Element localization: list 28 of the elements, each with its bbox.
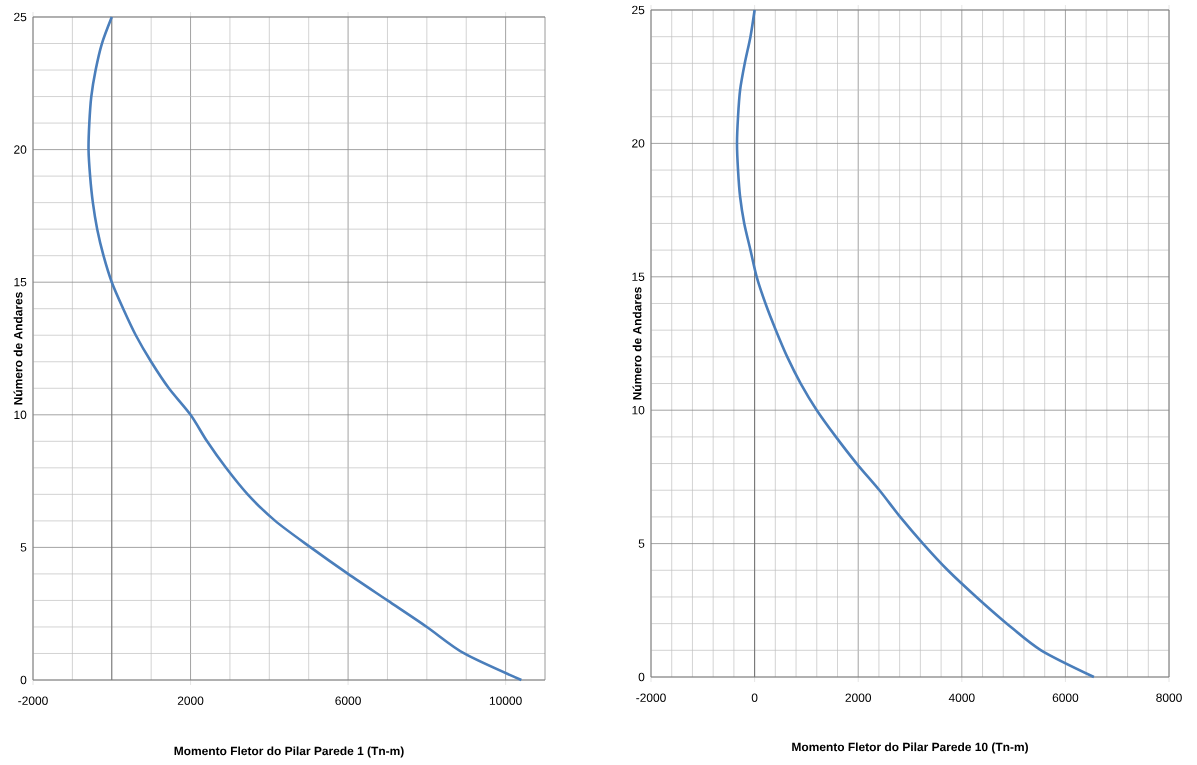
y-tick-label: 10	[632, 405, 645, 415]
x-axis-title: Momento Fletor do Pilar Parede 10 (Tn-m)	[792, 742, 1028, 754]
x-tick-label: -2000	[18, 696, 48, 705]
y-tick-label: 25	[632, 5, 645, 15]
y-tick-label: 0	[20, 675, 27, 685]
y-tick-label: 5	[638, 539, 645, 548]
x-tick-label: 2000	[177, 696, 204, 705]
x-tick-label: 2000	[845, 693, 872, 702]
x-tick-label: 8000	[1156, 693, 1182, 702]
x-axis-title: Momento Fletor do Pilar Parede 1 (Tn-m)	[174, 746, 404, 758]
y-tick-label: 25	[14, 12, 27, 22]
y-tick-label: 0	[638, 672, 645, 682]
y-tick-label: 5	[20, 543, 27, 552]
x-tick-label: 0	[751, 693, 758, 702]
y-tick-label: 15	[14, 278, 27, 287]
x-tick-label: 4000	[948, 693, 975, 702]
y-tick-label: 20	[632, 139, 645, 148]
y-tick-label: 10	[14, 410, 27, 420]
x-tick-label: 10000	[489, 696, 522, 705]
y-axis-title: Número de Andares	[632, 287, 642, 400]
line-series	[735, 8, 1096, 679]
x-tick-label: 6000	[1052, 693, 1079, 702]
line-series	[87, 15, 523, 682]
x-tick-label: 6000	[335, 696, 361, 705]
y-tick-label: 15	[632, 272, 645, 281]
y-tick-label: 20	[14, 145, 27, 154]
x-tick-label: -2000	[636, 693, 666, 702]
y-axis-title: Número de Andares	[13, 292, 23, 405]
